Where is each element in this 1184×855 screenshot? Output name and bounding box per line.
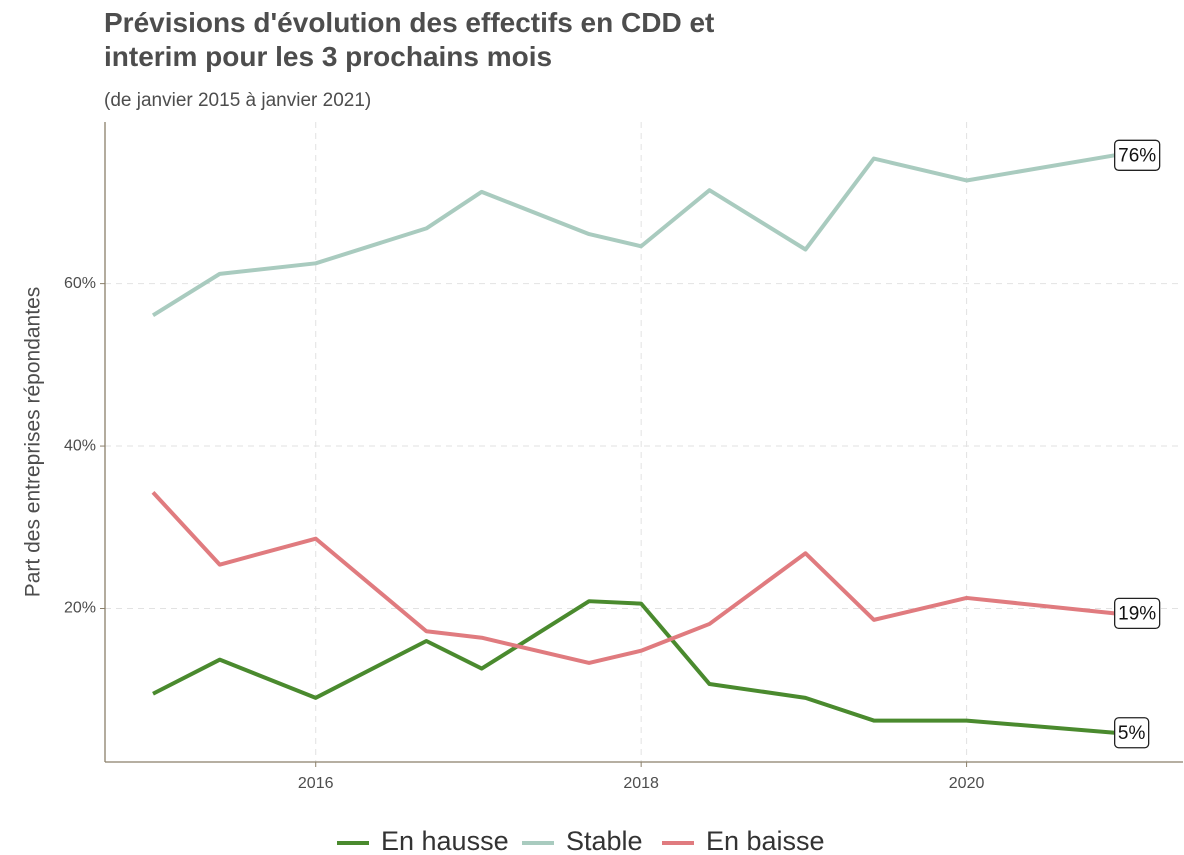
- end-label: 19%: [1118, 603, 1156, 624]
- x-tick-label: 2016: [298, 775, 334, 792]
- x-tick-label: 2020: [949, 775, 985, 792]
- y-tick-label: 60%: [64, 275, 96, 292]
- legend-label: Stable: [566, 826, 643, 855]
- y-tick-label: 20%: [64, 600, 96, 617]
- end-label-box: [1114, 717, 1150, 749]
- end-label-box: [1114, 597, 1161, 630]
- end-label-box: [1114, 139, 1161, 171]
- y-tick-label: 40%: [64, 437, 96, 454]
- end-label: 5%: [1118, 723, 1146, 744]
- line: [152, 599, 1115, 735]
- chart-title: Prévisions d'évolution des effectifs en …: [104, 7, 715, 72]
- end-label: 76%: [1118, 145, 1156, 166]
- y-axis-label: Part des entreprises répondantes: [22, 287, 45, 598]
- legend-label: En hausse: [381, 826, 509, 855]
- x-tick-label: 2018: [623, 775, 659, 792]
- chart-subtitle: (de janvier 2015 à janvier 2021): [104, 90, 372, 111]
- line: [151, 490, 1115, 665]
- line: [151, 153, 1115, 317]
- legend-label: En baisse: [706, 826, 825, 855]
